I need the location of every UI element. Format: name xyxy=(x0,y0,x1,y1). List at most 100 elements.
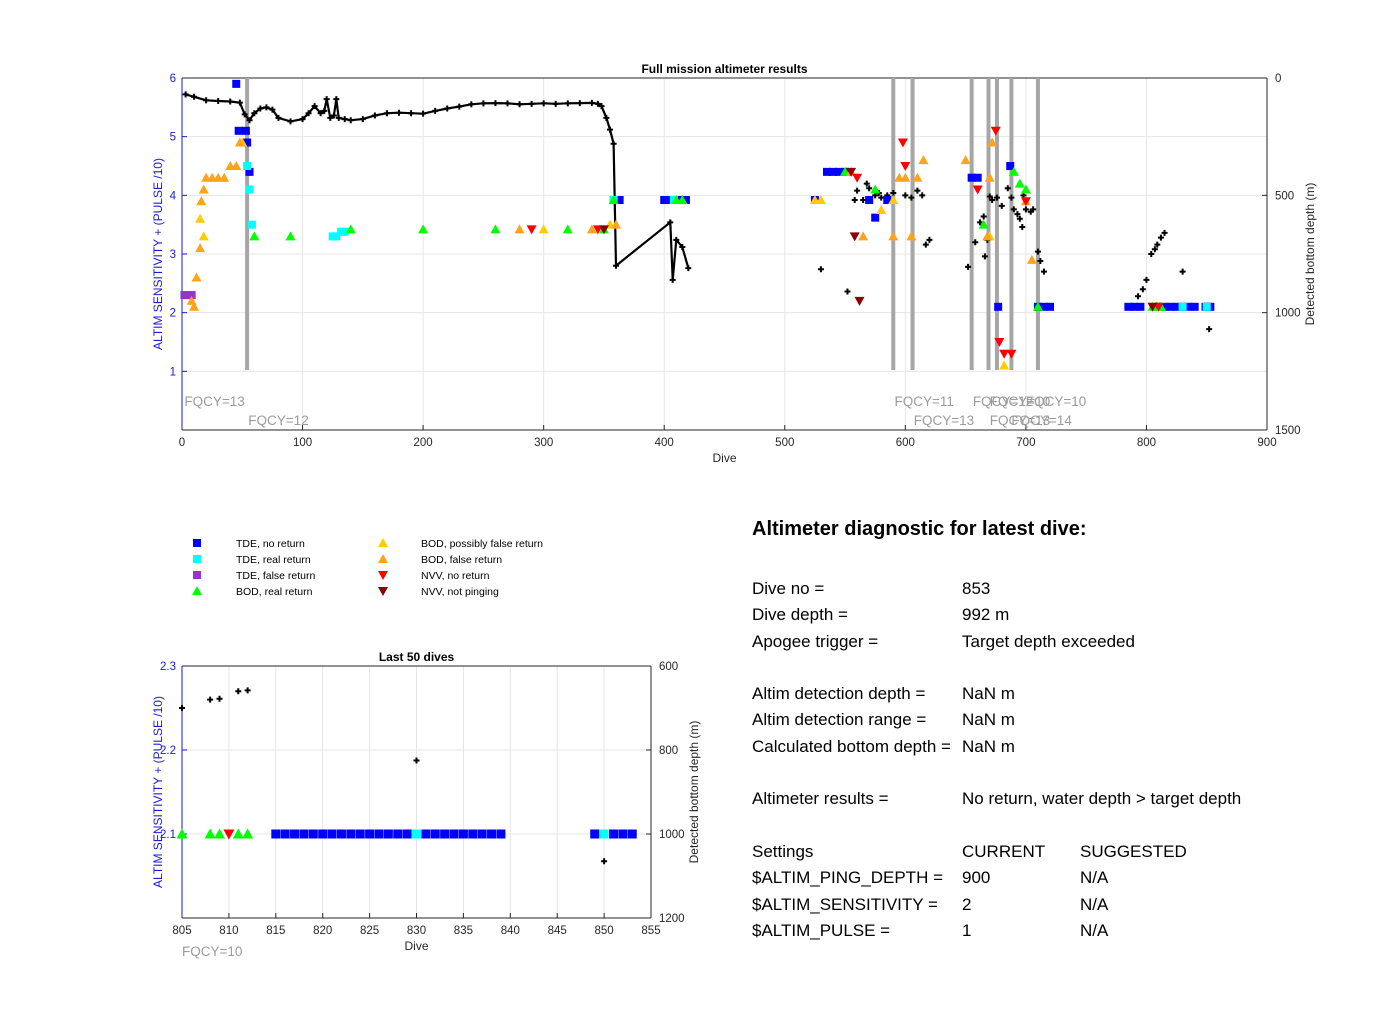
y-left-axis-label: ALTIM SENSITIVITY + (PULSE /10) xyxy=(151,696,165,888)
depth-point xyxy=(413,757,420,764)
depth-point xyxy=(540,100,547,107)
ping-depth-suggested: N/A xyxy=(1080,868,1109,888)
depth-point xyxy=(972,239,979,246)
depth-point xyxy=(207,696,214,703)
results-value: No return, water depth > target depth xyxy=(962,789,1242,809)
frequency-label: FQCY=11 xyxy=(894,394,953,409)
depth-point xyxy=(330,112,337,119)
y-right-tick-label: 1200 xyxy=(659,913,685,925)
x-tick-label: 100 xyxy=(293,437,312,449)
data-point-bod_real_return xyxy=(608,195,619,205)
diagnostic-panel: Altimeter diagnostic for latest dive: Di… xyxy=(752,518,1372,944)
data-point-tde_real_return xyxy=(332,232,341,241)
depth-point xyxy=(606,126,613,133)
data-point-nvv_no_return xyxy=(897,138,908,148)
depth-point xyxy=(603,114,610,121)
depth-point xyxy=(341,116,348,123)
x-tick-label: 835 xyxy=(454,925,473,937)
data-point-bod_real_return xyxy=(249,231,260,241)
frequency-label: FQCY=10 xyxy=(1026,394,1086,409)
data-point-bod_possibly_false xyxy=(888,195,899,205)
y-left-tick-label: 5 xyxy=(170,132,176,144)
data-point-tde_no_return xyxy=(1124,302,1133,311)
depth-point xyxy=(191,93,198,100)
dive-no-row: Dive no = 853 xyxy=(752,576,1372,602)
depth-point xyxy=(1014,211,1021,218)
depth-point xyxy=(528,100,535,107)
frequency-change-line xyxy=(891,78,896,370)
data-point-tde_no_return xyxy=(430,829,440,839)
frequency-label: FQCY=12 xyxy=(973,394,1033,409)
depth-point xyxy=(878,194,885,201)
data-point-bod_possibly_false xyxy=(198,231,209,241)
depth-point xyxy=(1004,185,1011,192)
depth-point xyxy=(359,116,366,123)
depth-point xyxy=(1157,234,1164,241)
data-point-nvv_no_return xyxy=(223,829,235,840)
y-left-tick-label: 2.3 xyxy=(160,661,176,673)
data-point-nvv_not_pinging xyxy=(598,225,609,235)
data-point-tde_no_return xyxy=(468,829,478,839)
depth-point xyxy=(327,114,334,121)
data-point-tde_no_return xyxy=(374,829,384,839)
depth-point xyxy=(305,110,312,117)
data-point-tde_no_return xyxy=(1160,302,1169,311)
data-point-nvv_not_pinging xyxy=(849,232,860,242)
data-point-nvv_no_return xyxy=(1020,197,1031,207)
x-tick-label: 500 xyxy=(775,437,794,449)
dive-depth-value: 992 m xyxy=(962,605,1010,625)
data-point-tde_no_return xyxy=(346,829,356,839)
data-point-bod_possibly_false xyxy=(815,195,826,205)
detection-range-row: Altim detection range = NaN m xyxy=(752,707,1372,733)
depth-point xyxy=(251,110,258,117)
calculated-depth-row: Calculated bottom depth = NaN m xyxy=(752,734,1372,760)
data-point-tde_no_return xyxy=(1006,162,1015,170)
frequency-label: FQCY=14 xyxy=(1011,413,1072,428)
depth-trace-line xyxy=(185,93,690,280)
data-point-tde_no_return xyxy=(336,829,346,839)
data-point-tde_no_return xyxy=(1166,302,1175,311)
data-point-tde_no_return xyxy=(290,829,300,839)
depth-point xyxy=(275,114,282,121)
data-point-tde_real_return xyxy=(243,162,252,170)
series-tde_false_return xyxy=(180,291,196,300)
legend-label: TDE, real return xyxy=(236,554,311,566)
depth-point xyxy=(269,106,276,113)
depth-point xyxy=(241,111,248,118)
data-point-tde_real_return xyxy=(1178,302,1187,311)
depth-point xyxy=(594,100,601,107)
legend-label: NVV, not pinging xyxy=(421,586,499,598)
frequency-change-line xyxy=(1035,78,1040,370)
depth-point xyxy=(866,185,873,192)
data-point-bod_false xyxy=(918,155,929,165)
data-point-tde_false_return xyxy=(187,291,196,300)
depth-point xyxy=(1139,286,1146,293)
frequency-label: FQCY=13 xyxy=(914,413,974,428)
calculated-depth-label: Calculated bottom depth = xyxy=(752,736,951,756)
data-point-tde_no_return xyxy=(383,829,393,839)
depth-point xyxy=(1008,194,1015,201)
legend-label: BOD, possibly false return xyxy=(421,538,543,550)
depth-point xyxy=(492,100,499,107)
legend-marker-nvv_no_return xyxy=(378,571,388,580)
y-right-tick-label: 600 xyxy=(659,661,678,673)
chart-last50: 805 810 815 820 825 830 835 840 845 850 855 2.1 2.2 2… xyxy=(151,650,701,953)
depth-point xyxy=(1037,258,1044,265)
data-point-tde_no_return xyxy=(402,829,412,839)
x-tick-label: 600 xyxy=(896,437,915,449)
frequency-label: FQCY=13 xyxy=(990,413,1050,428)
series-tde_no_return xyxy=(232,79,1215,311)
frequency-label: FQCY=12 xyxy=(248,413,308,428)
frequency-change-line xyxy=(1009,78,1014,370)
dive-depth-label: Dive depth = xyxy=(752,605,848,625)
x-tick-label: 830 xyxy=(407,925,426,937)
depth-point xyxy=(919,192,926,199)
x-tick-label: 0 xyxy=(179,437,185,449)
depth-point xyxy=(383,110,390,117)
legend-marker-nvv_not_pinging xyxy=(378,587,388,596)
x-tick-label: 820 xyxy=(313,925,332,937)
dive-no-value: 853 xyxy=(962,579,991,598)
x-axis-label: Dive xyxy=(712,451,736,465)
depth-point xyxy=(981,253,988,260)
